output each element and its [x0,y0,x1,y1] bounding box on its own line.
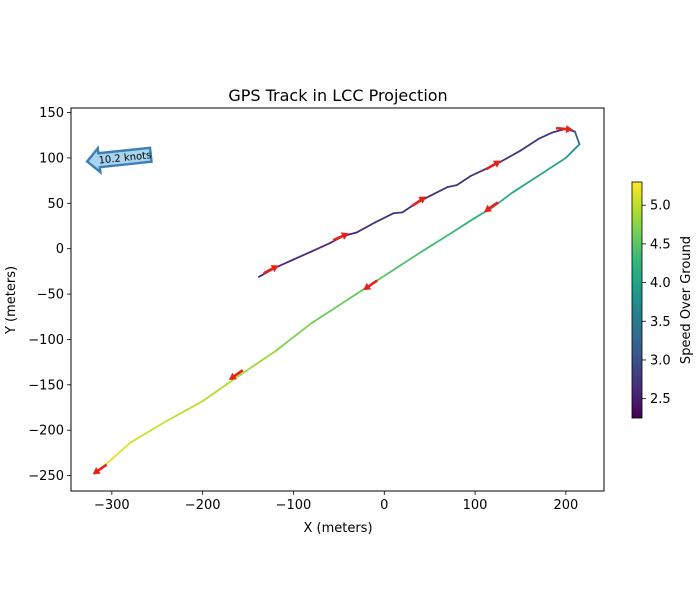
y-tick-label: −100 [28,333,64,348]
track-segment [374,212,395,224]
heading-arrow [555,125,574,134]
track-segment [238,350,277,377]
x-tick-label: 200 [553,498,578,513]
y-tick-label: 0 [56,242,64,257]
colorbar [631,181,643,419]
heading-arrow [485,160,502,171]
heading-arrow [92,463,108,475]
track-segment [564,143,581,159]
track-segment [165,400,204,423]
heading-arrow [332,232,349,242]
wind-arrow-shape [85,145,153,175]
track-segment [392,211,404,215]
heading-arrow [263,265,279,275]
track-segment [574,130,581,146]
heading-arrows-layer [92,125,574,475]
wind-arrow [85,145,153,175]
heading-arrow-shaft [263,266,275,275]
heading-arrow [411,196,427,208]
track-layer [94,127,581,474]
track-segment [469,168,486,177]
chart-title: GPS Track in LCC Projection [228,86,447,105]
heading-arrow-head [484,204,493,213]
colorbar-tick-label: 2.5 [650,392,671,407]
heading-arrow-head [418,196,427,204]
track-segment [383,251,422,277]
track-segment [510,180,531,195]
track-segment [274,258,295,269]
wind-annotation: 10.2 knots [85,145,153,175]
heading-arrow [228,369,244,380]
track-segment [519,137,540,152]
heading-arrow-shaft [555,126,569,131]
heading-arrow [363,279,378,291]
x-tick-label: 0 [380,498,388,513]
x-tick-label: −200 [185,498,221,513]
x-tick-label: 100 [463,498,488,513]
track-segment [528,168,549,183]
track-segment [537,131,554,140]
track-segment [201,374,240,403]
track-segment [428,186,449,197]
track-segment [456,175,472,187]
track-segment [274,322,313,353]
track-segment [292,250,313,261]
track-segment [419,231,454,254]
colorbar-tick-label: 4.0 [650,276,671,291]
track-segment [496,149,522,165]
x-tick-label: −300 [94,498,130,513]
y-tick-label: 150 [39,106,64,121]
x-axis-ticks: −300 −200 −100 0 100 200 [94,491,578,513]
heading-arrow-head [228,372,237,380]
heading-arrow-head [363,282,372,291]
track-segment [356,221,377,234]
y-tick-label: 100 [39,151,64,166]
colorbar-tick-label: 5.0 [650,199,671,214]
track-segment [129,420,168,444]
x-tick-label: −100 [276,498,312,513]
colorbar-tick-label: 3.5 [650,315,671,330]
track-segment [451,216,476,234]
heading-arrow-shaft [332,234,345,242]
x-axis-label: X (meters) [303,521,372,536]
heading-arrow-head [270,265,279,273]
track-segment [110,441,131,461]
y-tick-label: −50 [37,288,64,303]
heading-arrow-head [92,467,101,475]
y-tick-label: −150 [28,378,64,393]
track-segment [310,298,349,324]
y-axis-ticks: −250 −200 −150 −100 −50 0 50 100 150 [28,106,71,484]
track-segment [446,184,458,188]
y-tick-label: −250 [28,469,64,484]
y-tick-label: −200 [28,424,64,439]
track-segment [546,157,567,171]
colorbar-tick-label: 3.0 [650,353,671,368]
wind-speed-label: 10.2 knots [98,150,152,166]
heading-arrow-head [340,232,349,240]
heading-arrow-head [565,125,574,134]
plot-area-frame [70,107,605,492]
y-tick-label: 50 [47,197,64,212]
heading-arrow-head [492,160,502,168]
y-axis-label: Y (meters) [4,266,19,335]
colorbar-ticks: 2.5 3.0 3.5 4.0 4.5 5.0 [642,199,671,407]
colorbar-label: Speed Over Ground [679,236,694,364]
heading-arrow [484,201,499,213]
colorbar-tick-label: 4.5 [650,237,671,252]
track-segment [310,242,331,253]
